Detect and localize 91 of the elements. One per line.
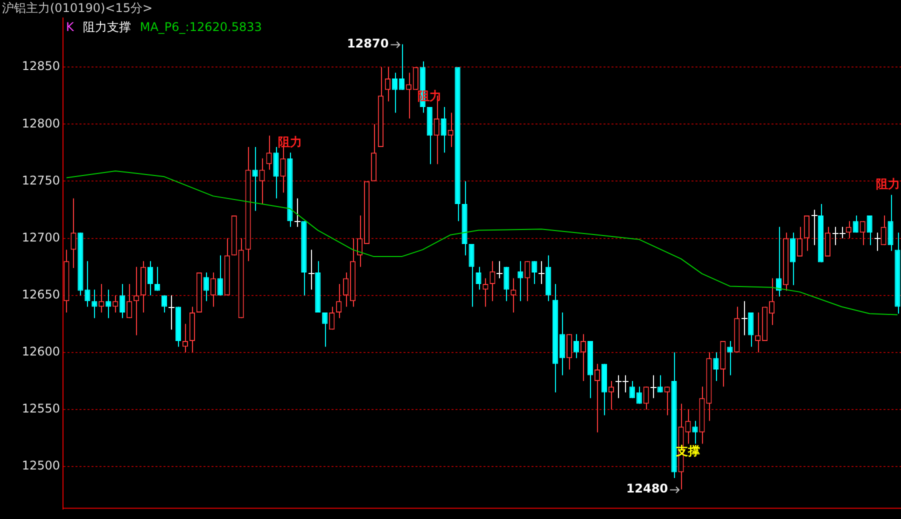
candlestick xyxy=(636,386,642,404)
candlestick xyxy=(755,312,761,353)
candlestick xyxy=(106,289,112,319)
candlestick xyxy=(880,214,886,246)
candlestick xyxy=(608,380,614,410)
candlestick xyxy=(566,334,572,370)
candlestick xyxy=(120,283,126,319)
candlestick xyxy=(510,278,516,313)
candlestick xyxy=(741,300,748,336)
candlestick xyxy=(210,272,216,308)
y-tick-label: 12500 xyxy=(22,458,60,473)
candlestick xyxy=(532,260,538,284)
candlestick xyxy=(524,260,530,302)
candlestick xyxy=(504,266,510,302)
y-tick-label: 12800 xyxy=(22,116,60,130)
candlestick xyxy=(538,260,545,284)
candlestick xyxy=(217,254,223,296)
candlestick xyxy=(846,220,852,239)
candlestick xyxy=(866,214,872,246)
candlestick xyxy=(824,226,830,258)
candlestick xyxy=(308,249,315,290)
candlestick xyxy=(98,283,104,313)
text: MA_P6_:12620.5833 xyxy=(140,20,262,34)
candlestick xyxy=(182,323,188,353)
y-tick-label: 12650 xyxy=(22,287,60,302)
candlestick xyxy=(727,340,733,376)
candlestick xyxy=(70,198,76,268)
annotation: 阻力 xyxy=(278,134,302,149)
candlestick xyxy=(629,380,635,399)
candlestick xyxy=(252,146,258,212)
annotation: 阻力支撑 xyxy=(82,20,131,34)
y-tick-label: 12850 xyxy=(22,59,60,74)
candlestick xyxy=(336,283,342,319)
candlestick xyxy=(692,420,698,444)
candlestick xyxy=(148,260,154,296)
annotation: K xyxy=(66,20,75,34)
candlestick xyxy=(776,226,782,297)
candlestick xyxy=(860,220,866,246)
candlestick xyxy=(384,66,391,102)
candlestick xyxy=(685,409,691,444)
candlestick xyxy=(476,266,482,290)
candlestick xyxy=(713,352,719,382)
candlestick xyxy=(657,374,663,393)
candlestick xyxy=(518,260,524,302)
candlestick xyxy=(203,272,209,302)
candlestick xyxy=(161,294,168,313)
candlestick xyxy=(343,272,349,308)
candlestick xyxy=(560,312,566,376)
candlestick xyxy=(266,135,272,170)
candlestick xyxy=(112,294,118,313)
candlestick xyxy=(482,278,488,308)
candlestick xyxy=(168,294,175,330)
candlestick xyxy=(490,260,496,302)
candlestick xyxy=(468,243,474,308)
candlestick xyxy=(769,278,775,326)
annotation: 阻力 xyxy=(876,177,900,192)
candlestick xyxy=(748,312,754,348)
y-tick-label: 12750 xyxy=(22,173,60,188)
annotation: 12480 xyxy=(626,482,668,496)
candlestick xyxy=(796,226,803,258)
candlestick xyxy=(874,232,881,252)
y-tick-label: 12550 xyxy=(22,402,60,416)
annotation: 12870 xyxy=(346,36,389,50)
candlestick xyxy=(790,232,796,286)
candlestick xyxy=(154,266,160,292)
candlestick xyxy=(496,260,503,279)
candlestick xyxy=(440,106,446,154)
candlestick xyxy=(259,158,265,205)
candlestick xyxy=(329,306,335,330)
candlestick xyxy=(92,289,98,319)
candlestick xyxy=(448,112,454,148)
candlestick xyxy=(84,260,90,308)
candlestick xyxy=(134,266,140,336)
candlestick xyxy=(580,334,586,382)
candlestick xyxy=(594,363,600,433)
candlestick xyxy=(406,72,412,119)
candlestick xyxy=(650,374,657,399)
candlestick xyxy=(273,146,279,199)
candlestick xyxy=(573,334,580,359)
candlestick xyxy=(852,214,858,234)
y-tick-label: 12600 xyxy=(22,344,60,359)
candlestick xyxy=(664,386,670,416)
candlestick xyxy=(294,198,301,228)
y-tick-label: 12700 xyxy=(22,230,60,244)
candlestick xyxy=(888,194,894,252)
chart-title: 沪铝主力(010190)<15分> xyxy=(2,1,153,16)
candlestick xyxy=(322,312,328,348)
candlestick xyxy=(811,209,818,246)
candlestick xyxy=(804,214,810,252)
candlestick xyxy=(643,386,649,410)
candlestick xyxy=(126,283,132,319)
